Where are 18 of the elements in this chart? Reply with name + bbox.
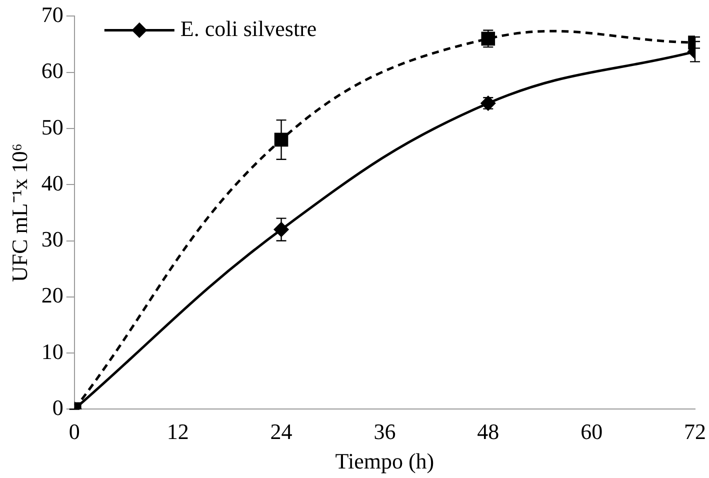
x-tick-label: 72 — [684, 419, 706, 444]
x-tick-label: 60 — [580, 419, 603, 444]
y-tick-label: 30 — [41, 226, 64, 252]
y-tick-label: 0 — [52, 394, 64, 420]
x-tick-label: 0 — [68, 419, 80, 444]
x-axis-title: Tiempo (h) — [335, 448, 434, 474]
y-axis-title: UFC mL⁻¹x 10⁶ — [6, 143, 32, 282]
y-tick-label: 20 — [41, 282, 64, 308]
legend-label: E. coli silvestre — [180, 16, 317, 41]
y-tick-label: 10 — [41, 338, 64, 364]
y-tick-label: 70 — [41, 2, 64, 27]
y-tick-label: 50 — [41, 114, 64, 140]
y-tick-label: 40 — [41, 170, 64, 196]
y-tick-label: 60 — [41, 58, 64, 84]
x-tick-label: 24 — [270, 419, 292, 444]
x-tick-label: 48 — [477, 419, 500, 444]
x-tick-label: 12 — [166, 419, 189, 444]
x-tick-label: 36 — [374, 419, 396, 444]
